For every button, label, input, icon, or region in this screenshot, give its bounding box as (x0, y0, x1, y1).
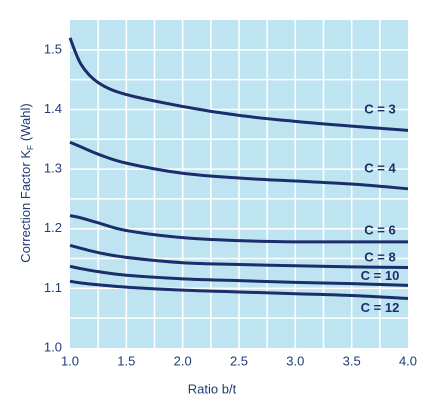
line (68, 37, 409, 132)
x-tick-label: 2.5 (230, 353, 248, 368)
series-label: C = 3 (364, 102, 395, 117)
x-tick-label: 3.5 (343, 353, 361, 368)
y-tick-label: 1.0 (44, 339, 62, 354)
y-tick-label: 1.1 (44, 280, 62, 295)
y-label-sub: F (26, 145, 35, 150)
series-label: C = 12 (361, 300, 400, 315)
line (69, 264, 409, 287)
x-tick-label: 4.0 (399, 353, 417, 368)
x-tick-label: 1.0 (61, 353, 79, 368)
y-label-main: Correction Factor K (18, 150, 33, 263)
line (69, 140, 409, 191)
y-tick-label: 1.3 (44, 161, 62, 176)
y-axis-label: Correction Factor KF (Wahl) (18, 103, 35, 262)
y-tick-label: 1.2 (44, 220, 62, 235)
y-tick-label: 1.5 (44, 41, 62, 56)
series-label: C = 4 (364, 160, 396, 175)
line (69, 279, 409, 300)
line (69, 214, 408, 244)
line (69, 243, 409, 269)
x-tick-label: 3.0 (286, 353, 304, 368)
series-label: C = 8 (364, 249, 395, 264)
series-label: C = 10 (361, 268, 400, 283)
x-axis-label: Ratio b/t (188, 381, 237, 396)
x-tick-label: 1.5 (117, 353, 135, 368)
series-label: C = 6 (364, 222, 395, 237)
y-label-end: (Wahl) (18, 103, 33, 141)
y-tick-label: 1.4 (44, 101, 62, 116)
x-tick-label: 2.0 (174, 353, 192, 368)
